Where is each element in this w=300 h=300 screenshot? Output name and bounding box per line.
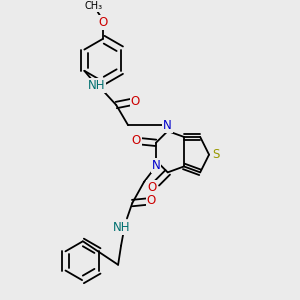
Text: O: O (131, 95, 140, 108)
Text: O: O (131, 134, 141, 147)
Text: O: O (147, 194, 156, 208)
Text: O: O (147, 181, 156, 194)
Text: NH: NH (88, 79, 106, 92)
Text: CH₃: CH₃ (85, 1, 103, 11)
Text: N: N (163, 119, 172, 132)
Text: S: S (212, 148, 220, 160)
Text: N: N (152, 159, 160, 172)
Text: O: O (98, 16, 107, 29)
Text: NH: NH (113, 221, 130, 234)
